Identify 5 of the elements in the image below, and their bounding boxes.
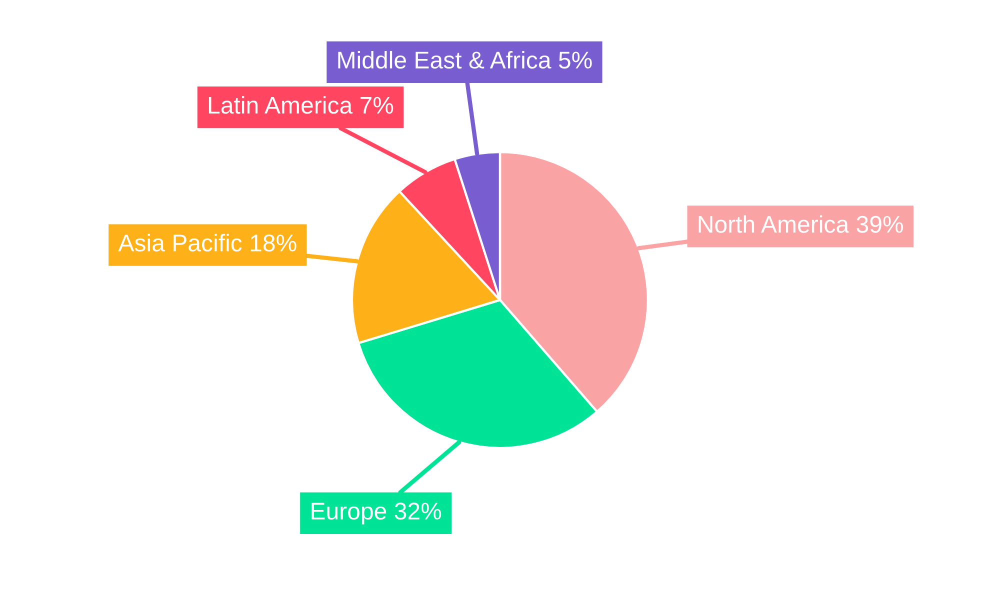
slice-label: Latin America 7%: [208, 96, 394, 114]
slice-label: North America 39%: [698, 215, 903, 233]
slice-label: Europe 32%: [312, 502, 442, 524]
slice-label: Asia Pacific 18%: [118, 234, 296, 252]
slice-label: Middle East & Africa 5%: [338, 50, 592, 69]
